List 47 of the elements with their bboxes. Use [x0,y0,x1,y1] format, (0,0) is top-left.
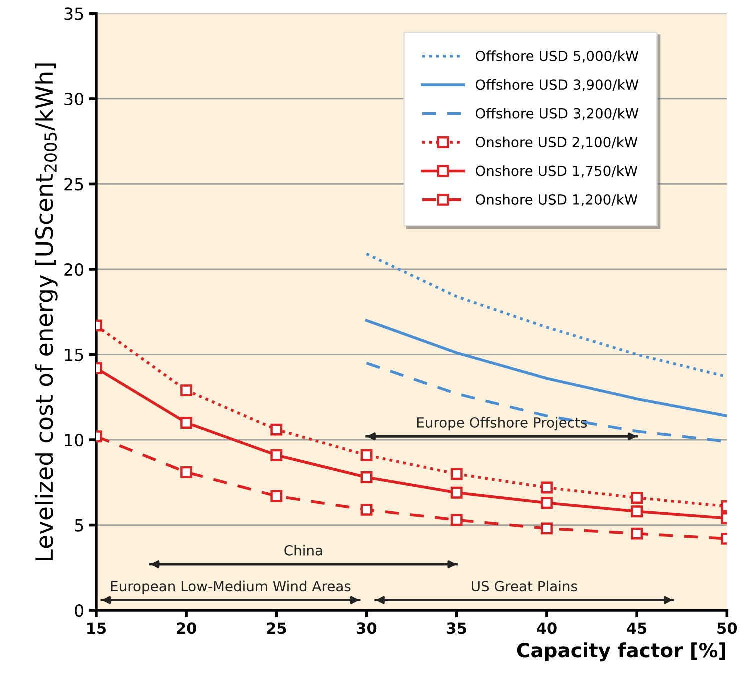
point [270,449,283,462]
y-tick-label: 15 [65,348,84,362]
series-label: US Great Plains [472,580,578,592]
point [270,424,283,436]
point [540,497,553,510]
point [360,504,373,516]
y-tick-label: 30 [64,92,84,106]
x-tick-label: 20 [177,622,196,634]
x-tick-label: 45 [627,622,647,634]
y-axis-title: Levelized cost of energy [UScent$_{2005}$/kWh] [34,64,58,560]
x-tick-label: 15 [88,622,106,634]
x-tick-label: 50 [718,622,738,634]
x-tick-label: 35 [447,622,466,634]
y-tick-label: 35 [64,8,84,20]
point [540,482,553,494]
x-tick-label: 25 [267,622,286,634]
point [450,468,463,480]
x-tick-label: 30 [357,622,377,634]
legend-label: Offshore USD 5,000/kW [476,50,639,63]
legend-label: Onshore USD 1,750/kW [476,166,638,178]
y-tick-label: 10 [65,434,84,447]
point [631,528,644,540]
point [270,490,283,502]
legend-label: Onshore USD 1,200/kW [476,194,638,206]
point [360,472,373,484]
point [540,522,553,535]
y-tick-label: 5 [75,519,84,532]
x-axis-title: Capacity factor [%] [517,642,726,662]
point [180,416,193,429]
legend-label: Onshore USD 2,100/kW [476,136,638,149]
point [631,506,644,518]
y-tick-label: 25 [64,178,84,191]
x-tick-label: 40 [537,622,557,634]
series-label: China [284,545,322,556]
point [180,466,193,478]
legend-label: Offshore USD 3,900/kW [476,79,639,92]
series-label: European Low-Medium Wind Areas [111,580,351,594]
point [450,486,463,499]
point [180,384,193,397]
legend-label: Offshore USD 3,200/kW [476,108,639,120]
series-label: Europe Offshore Projects [417,417,588,431]
point [360,449,373,462]
point [450,514,463,526]
line-series [365,319,728,418]
point [631,492,644,504]
y-tick-label: 20 [64,263,84,276]
y-tick-label: 0 [75,604,84,618]
